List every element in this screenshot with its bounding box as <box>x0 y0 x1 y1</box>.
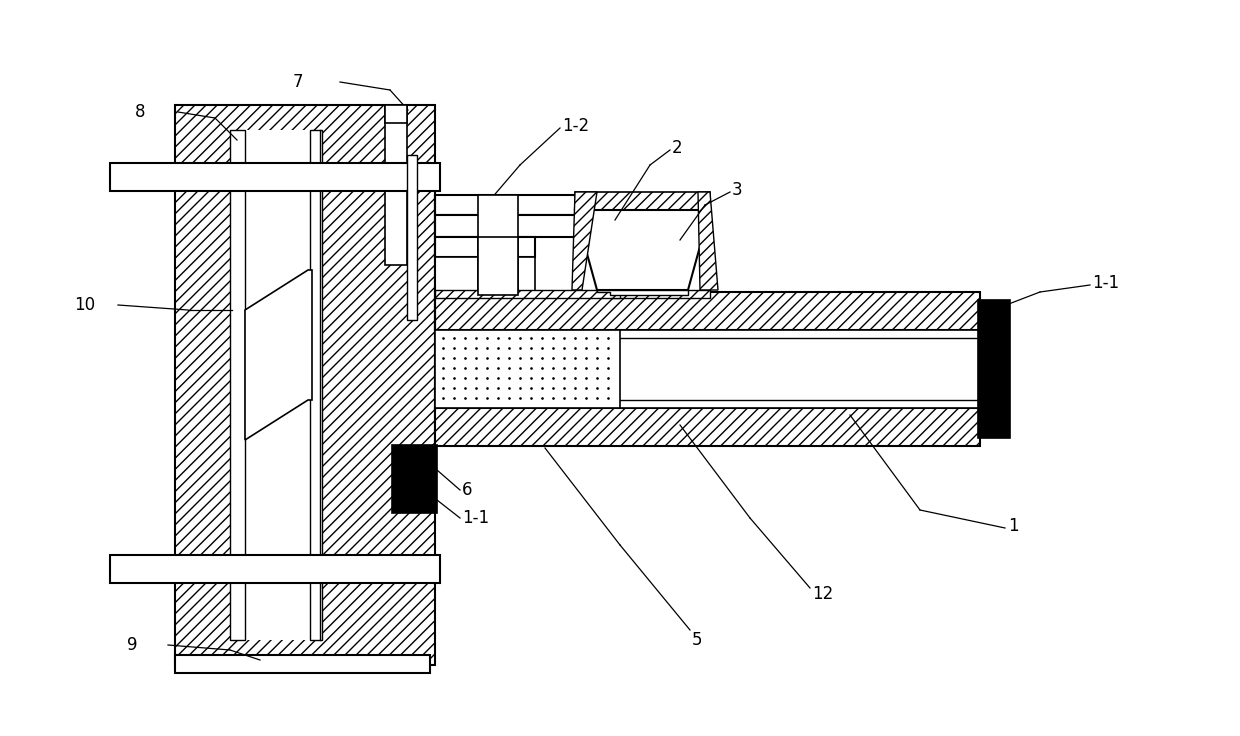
Text: 1-1: 1-1 <box>1092 274 1120 292</box>
Bar <box>392 445 436 513</box>
Bar <box>310 130 322 640</box>
Polygon shape <box>575 210 711 290</box>
Text: 1-1: 1-1 <box>463 509 489 527</box>
Polygon shape <box>572 192 596 290</box>
Bar <box>978 300 1011 438</box>
Polygon shape <box>246 270 312 440</box>
Bar <box>435 330 620 408</box>
Bar <box>384 105 407 265</box>
Text: 9: 9 <box>126 636 138 654</box>
Bar <box>110 555 440 583</box>
Text: 7: 7 <box>293 73 304 91</box>
Text: 2: 2 <box>672 139 683 157</box>
Text: 8: 8 <box>135 103 145 121</box>
Bar <box>384 105 407 123</box>
Polygon shape <box>596 290 688 295</box>
Bar <box>435 408 980 446</box>
Bar <box>477 237 518 295</box>
Bar <box>435 195 610 215</box>
Bar <box>435 215 590 237</box>
Text: 6: 6 <box>463 481 472 499</box>
Bar <box>110 163 440 191</box>
Bar <box>435 237 534 257</box>
Bar <box>435 330 980 408</box>
Bar <box>610 290 711 298</box>
Bar <box>435 290 620 298</box>
Bar <box>435 292 980 330</box>
Bar <box>175 655 430 673</box>
Bar <box>477 195 518 295</box>
Text: 1-2: 1-2 <box>562 117 589 135</box>
Bar <box>407 155 417 320</box>
Text: 5: 5 <box>692 631 703 649</box>
Bar <box>229 130 310 640</box>
Text: 12: 12 <box>812 585 833 603</box>
Text: 10: 10 <box>74 296 95 314</box>
Bar <box>435 257 534 295</box>
Polygon shape <box>698 192 718 290</box>
Text: 1: 1 <box>1008 517 1018 535</box>
Bar <box>175 105 435 665</box>
Polygon shape <box>575 192 711 210</box>
Text: 3: 3 <box>732 181 743 199</box>
Bar <box>435 338 980 400</box>
Bar <box>229 130 246 640</box>
